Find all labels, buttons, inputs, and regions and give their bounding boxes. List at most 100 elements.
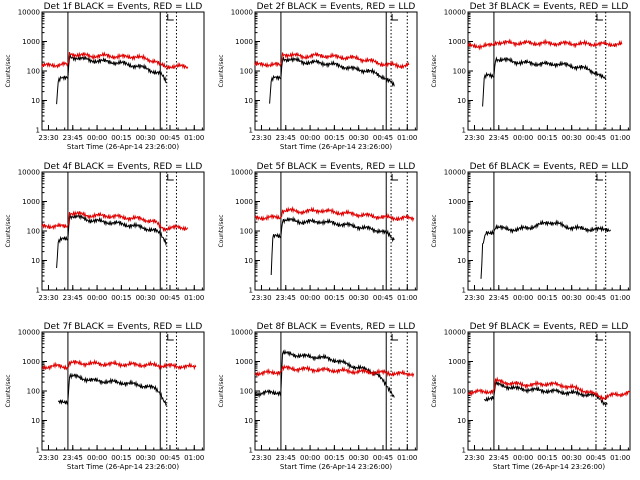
x-tick-label: 00:00 [300, 454, 320, 462]
y-tick-label: 10000 [444, 9, 466, 17]
interval-bracket [167, 174, 174, 181]
x-tick-label: 01:00 [397, 294, 417, 302]
panel-det-7: Det 7f BLACK = Events, RED = LLD 1 10 100 10… [5, 322, 205, 471]
x-tick-label: 00:30 [349, 454, 369, 462]
x-tick-label: 23:30 [251, 134, 271, 142]
y-tick-label: 100 [27, 388, 40, 396]
series-events [483, 380, 608, 407]
y-axis-title: Counts/sec [5, 54, 12, 87]
y-tick-label: 1 [462, 127, 466, 135]
plot-frame [41, 331, 205, 451]
y-tick-label: 100 [453, 68, 466, 76]
y-tick-label: 10000 [231, 9, 253, 17]
x-tick-label: 01:00 [184, 454, 204, 462]
y-tick-label: 100 [453, 228, 466, 236]
y-axis-title: Counts/sec [431, 54, 438, 87]
x-tick-label: 00:30 [562, 454, 582, 462]
x-tick-label: 00:30 [349, 134, 369, 142]
series-lld [41, 51, 189, 71]
x-tick-label: 00:00 [87, 134, 107, 142]
panel-title: Det 5f BLACK = Events, RED = LLD [257, 162, 416, 172]
panel-det-6: Det 6f BLACK = Events, RED = LLD 1 10 100 10… [431, 162, 631, 302]
interval-bracket [391, 334, 399, 341]
x-tick-label: 23:45 [63, 294, 83, 302]
x-tick-label: 00:45 [160, 134, 180, 142]
x-axis-title: Start Time (26-Apr-14 23:26:00) [280, 463, 392, 471]
x-tick-label: 00:15 [111, 134, 131, 142]
panel-title: Det 9f BLACK = Events, RED = LLD [470, 322, 629, 332]
y-tick-label: 10 [457, 417, 466, 425]
panel-title: Det 3f BLACK = Events, RED = LLD [470, 2, 629, 12]
x-tick-label: 23:30 [251, 294, 271, 302]
y-tick-label: 10000 [231, 329, 253, 337]
x-tick-label: 01:00 [184, 294, 204, 302]
x-tick-label: 00:15 [111, 454, 131, 462]
series-lld [254, 205, 415, 223]
x-tick-label: 23:30 [464, 294, 484, 302]
panel-title: Det 2f BLACK = Events, RED = LLD [257, 2, 416, 12]
interval-bracket [596, 14, 603, 21]
x-tick-label: 23:30 [464, 454, 484, 462]
x-tick-label: 01:00 [610, 294, 630, 302]
series-events [56, 212, 168, 269]
plot-frame [254, 171, 418, 291]
y-tick-label: 100 [240, 388, 253, 396]
x-tick-label: 00:45 [373, 294, 393, 302]
interval-bracket [391, 14, 399, 21]
y-tick-label: 10 [31, 417, 40, 425]
panel-det-5: Det 5f BLACK = Events, RED = LLD 1 10 100 10… [218, 162, 418, 302]
y-tick-label: 10 [244, 257, 253, 265]
y-axis-title: Counts/sec [218, 214, 225, 247]
interval-bracket [596, 174, 603, 181]
y-tick-label: 1000 [448, 38, 466, 46]
y-tick-label: 100 [240, 68, 253, 76]
series-events [56, 53, 167, 105]
x-axis-title: Start Time (26-Apr-14 23:26:00) [280, 143, 392, 151]
y-axis-title: Counts/sec [431, 214, 438, 247]
x-tick-label: 01:00 [397, 454, 417, 462]
y-tick-label: 1000 [235, 358, 253, 366]
x-tick-label: 00:30 [562, 294, 582, 302]
x-tick-label: 00:30 [136, 134, 156, 142]
y-tick-label: 1 [462, 287, 466, 295]
x-tick-label: 00:45 [160, 454, 180, 462]
panel-title: Det 6f BLACK = Events, RED = LLD [470, 162, 629, 172]
series-events [57, 372, 167, 406]
x-tick-label: 00:00 [87, 454, 107, 462]
x-tick-label: 00:30 [349, 294, 369, 302]
x-tick-label: 23:30 [38, 294, 58, 302]
x-tick-label: 23:30 [38, 134, 58, 142]
y-tick-label: 1 [462, 447, 466, 455]
y-tick-label: 1 [36, 447, 40, 455]
x-axis-title: Start Time (26-Apr-14 23:26:00) [67, 463, 179, 471]
plot-frame [254, 331, 418, 451]
y-axis-title: Counts/sec [218, 54, 225, 87]
plot-frame [254, 11, 418, 131]
y-tick-label: 1 [249, 127, 253, 135]
y-axis-title: Counts/sec [431, 374, 438, 407]
series-events [480, 219, 612, 279]
y-tick-label: 10 [31, 97, 40, 105]
series-lld [467, 376, 631, 402]
x-tick-label: 23:45 [276, 454, 296, 462]
x-tick-label: 00:30 [562, 134, 582, 142]
x-tick-label: 23:45 [63, 134, 83, 142]
series-events [254, 349, 395, 399]
y-tick-label: 1 [249, 287, 253, 295]
x-tick-label: 00:45 [586, 294, 606, 302]
x-tick-label: 00:00 [513, 454, 533, 462]
y-tick-label: 10000 [18, 329, 40, 337]
y-tick-label: 10 [457, 97, 466, 105]
y-tick-label: 10 [244, 97, 253, 105]
x-tick-label: 00:45 [160, 294, 180, 302]
x-tick-label: 01:00 [610, 454, 630, 462]
x-tick-label: 00:15 [537, 454, 557, 462]
y-tick-label: 100 [240, 228, 253, 236]
plot-frame [41, 171, 205, 291]
series-events [270, 216, 395, 276]
y-axis-title: Counts/sec [5, 374, 12, 407]
plot-frame [41, 11, 205, 131]
y-tick-label: 1000 [448, 358, 466, 366]
panel-det-8: Det 8f BLACK = Events, RED = LLD 1 10 100 10… [218, 322, 418, 471]
